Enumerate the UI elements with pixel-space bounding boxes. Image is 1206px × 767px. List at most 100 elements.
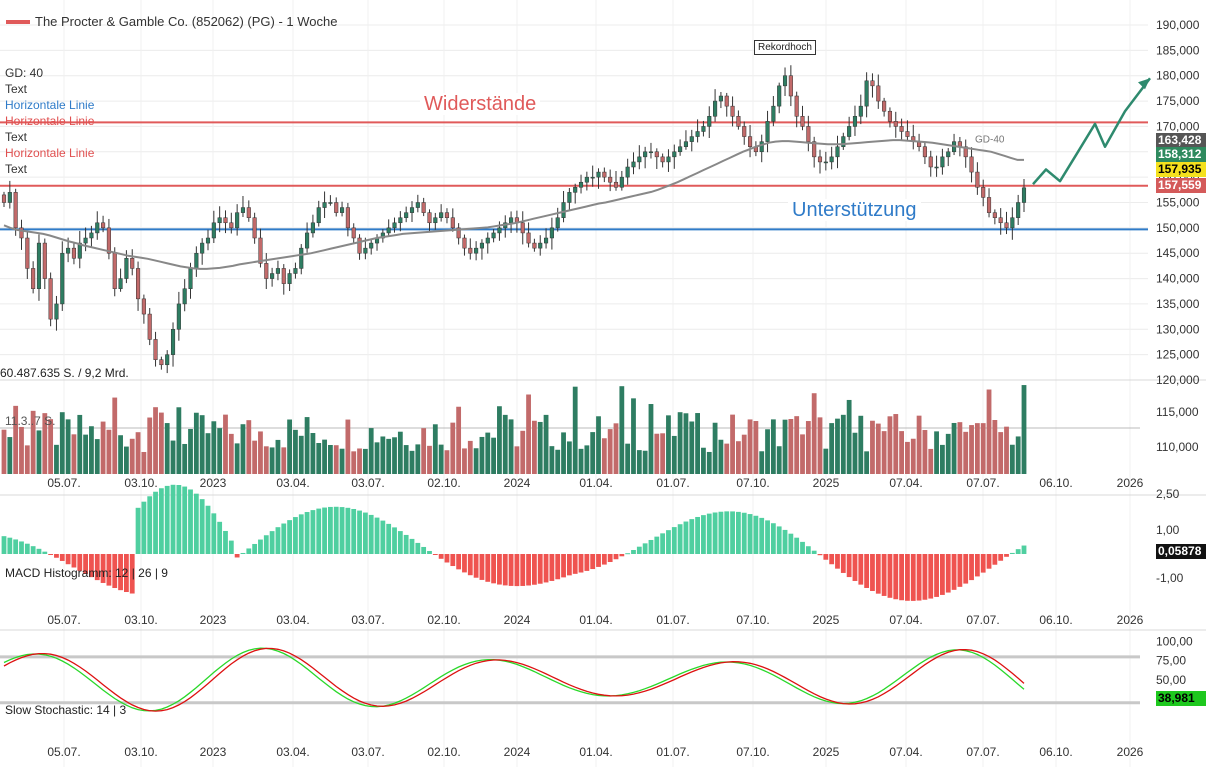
volume-bar <box>578 448 584 474</box>
macd-bar <box>753 515 759 554</box>
volume-bar <box>561 432 566 474</box>
candle <box>544 237 549 244</box>
candle <box>817 156 823 163</box>
candle <box>60 252 65 305</box>
macd-bar <box>986 554 992 569</box>
x-tick-label: 05.07. <box>47 613 80 627</box>
volume-bar <box>963 431 969 474</box>
x-tick-label: 03.04. <box>276 745 309 759</box>
macd-bar <box>403 534 409 554</box>
macd-bar <box>666 530 671 554</box>
stochastic-y-tick: 75,00 <box>1156 654 1186 668</box>
macd-bar <box>246 548 252 554</box>
candle <box>573 187 578 193</box>
macd-bar <box>730 511 735 554</box>
macd-bar <box>223 530 228 554</box>
macd-bar <box>1021 545 1027 554</box>
volume-bar <box>77 414 83 474</box>
candle <box>252 217 257 239</box>
macd-bar <box>124 554 129 593</box>
macd-bar <box>864 554 870 588</box>
macd-bar <box>83 554 88 574</box>
volume-bar <box>910 438 916 474</box>
macd-bar <box>322 507 327 554</box>
macd-bar <box>572 554 578 574</box>
volume-bar <box>840 414 846 474</box>
indicator-item[interactable]: GD: 40 <box>5 66 44 80</box>
volume-bar <box>852 432 858 474</box>
macd-bar <box>875 554 881 594</box>
macd-bar <box>153 491 158 554</box>
volume-y-tick: 120,000 <box>1156 373 1200 387</box>
y-tick-label: 150,000 <box>1156 221 1200 235</box>
volume-bar <box>421 428 427 474</box>
volume-bar <box>345 419 351 474</box>
volume-bar <box>631 398 636 474</box>
candle <box>235 212 240 229</box>
volume-bar <box>392 437 397 474</box>
y-tick-label: 155,000 <box>1156 196 1200 210</box>
indicator-item[interactable]: Text <box>5 130 28 144</box>
volume-bar <box>234 443 240 474</box>
macd-bar <box>578 554 584 573</box>
volume-bar <box>409 450 415 474</box>
volume-bar <box>485 432 491 474</box>
volume-bar <box>13 405 19 474</box>
candle <box>509 217 514 224</box>
candle <box>561 202 566 218</box>
volume-bar <box>106 429 112 474</box>
stochastic-label: Slow Stochastic: 14 | 3 <box>5 703 127 717</box>
macd-bar <box>386 523 392 554</box>
macd-bar <box>368 514 374 554</box>
candle <box>882 100 887 112</box>
candle <box>409 207 415 213</box>
macd-bar <box>963 554 969 584</box>
volume-bar <box>584 445 590 474</box>
macd-bar <box>858 554 864 585</box>
macd-bar <box>660 533 666 554</box>
x-tick-label: 02.10. <box>427 476 460 490</box>
x-tick-label: 01.07. <box>656 613 689 627</box>
macd-bar <box>293 517 298 554</box>
y-tick-label: 190,000 <box>1156 18 1200 32</box>
x-tick-label: 2023 <box>200 745 227 759</box>
volume-bar <box>258 431 263 474</box>
macd-bar <box>992 554 998 565</box>
volume-bar <box>974 423 980 474</box>
candle <box>683 141 688 147</box>
y-tick-label: 135,000 <box>1156 297 1200 311</box>
macd-bar <box>304 512 310 554</box>
volume-bar <box>537 421 543 474</box>
x-tick-label: 07.04. <box>889 476 922 490</box>
x-tick-label: 2024 <box>504 745 531 759</box>
indicator-item[interactable]: Horizontale Linie <box>5 146 95 160</box>
macd-bar <box>36 548 42 554</box>
candle <box>992 212 997 218</box>
volume-bar <box>164 423 170 474</box>
x-tick-label: 05.07. <box>47 476 80 490</box>
gd40-line <box>3 139 1024 270</box>
y-tick-label: 145,000 <box>1156 246 1200 260</box>
candle <box>794 95 799 117</box>
candle <box>468 247 473 254</box>
indicator-item[interactable]: Horizontale Linie <box>5 114 95 128</box>
indicator-item[interactable]: Horizontale Linie <box>5 98 95 112</box>
volume-bar <box>351 451 357 474</box>
stochastic-d-line <box>3 647 1025 712</box>
volume-bar <box>456 406 462 474</box>
candle <box>788 75 793 97</box>
indicator-item[interactable]: Text <box>5 162 28 176</box>
volume-bar <box>555 449 561 474</box>
indicator-item[interactable]: Text <box>5 82 28 96</box>
volume-bar <box>94 439 100 474</box>
candle <box>427 212 432 224</box>
candle <box>823 161 828 164</box>
candle <box>170 329 176 355</box>
macd-bar <box>462 554 467 573</box>
volume-bar <box>706 451 712 474</box>
volume-bar <box>899 431 904 474</box>
macd-bar <box>601 554 607 565</box>
x-tick-label: 03.04. <box>276 613 309 627</box>
volume-bar <box>1015 436 1021 474</box>
macd-bar <box>502 554 508 586</box>
